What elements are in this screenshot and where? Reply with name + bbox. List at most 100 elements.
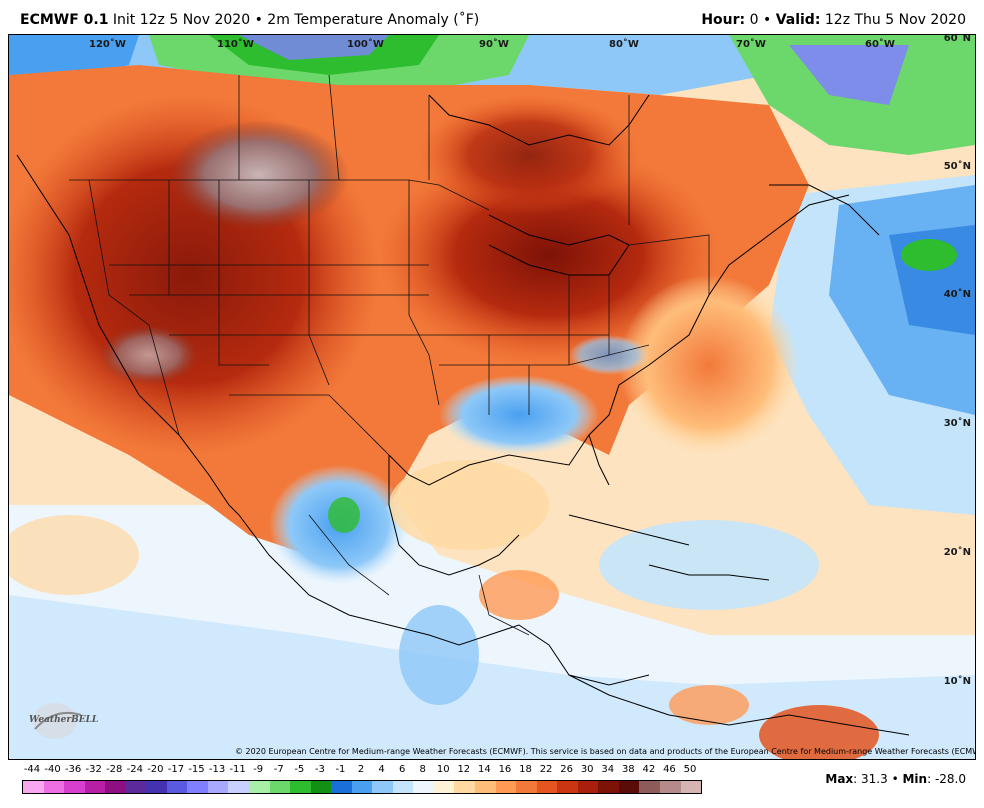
anomaly-map: 120˚W 110˚W 100˚W 90˚W 80˚W 70˚W 60˚W 60… bbox=[8, 34, 976, 760]
legend-swatch bbox=[84, 781, 106, 793]
legend-label: 46 bbox=[663, 764, 676, 775]
lon-label-90w: 90˚W bbox=[479, 39, 509, 50]
legend-swatch bbox=[331, 781, 352, 793]
legend-label: 8 bbox=[419, 764, 426, 775]
legend-swatch bbox=[495, 781, 517, 793]
legend-swatch bbox=[516, 781, 537, 793]
init-time: Init 12z 5 Nov 2020 bbox=[112, 12, 251, 28]
lat-label-50n: 50˚N bbox=[943, 161, 971, 172]
legend-label: -32 bbox=[85, 764, 102, 775]
legend-label: -5 bbox=[294, 764, 305, 775]
legend-swatch bbox=[351, 781, 373, 793]
legend-label: 10 bbox=[436, 764, 450, 775]
legend-label: -11 bbox=[229, 764, 246, 775]
legend-label: -24 bbox=[126, 764, 143, 775]
legend-label: 42 bbox=[642, 764, 656, 775]
legend-label: 6 bbox=[398, 764, 406, 775]
south-america-warm bbox=[759, 705, 879, 759]
legend-swatch bbox=[680, 781, 702, 793]
legend-label: 16 bbox=[498, 764, 512, 775]
valid-time: Hour: 0 • Valid: 12z Thu 5 Nov 2020 bbox=[701, 12, 966, 28]
lon-label-100w: 100˚W bbox=[347, 39, 384, 50]
legend-label: 26 bbox=[560, 764, 573, 775]
legend-label: 22 bbox=[539, 764, 553, 775]
min-value: -28.0 bbox=[934, 772, 966, 786]
forecast-hour: 0 bbox=[749, 12, 759, 28]
legend-label: -17 bbox=[167, 764, 185, 775]
legend-swatch bbox=[269, 781, 291, 793]
legend-swatch bbox=[618, 781, 640, 793]
legend-label: -36 bbox=[64, 764, 82, 775]
legend-label: 4 bbox=[378, 764, 385, 775]
lon-label-70w: 70˚W bbox=[736, 39, 766, 50]
legend-swatch bbox=[557, 781, 578, 793]
lon-label-60w: 60˚W bbox=[865, 39, 895, 50]
lat-label-40n: 40˚N bbox=[943, 289, 971, 300]
legend-color-bar bbox=[22, 780, 702, 794]
legend-labels: -44 -40 -36 -32 -28 -24 -20 -17 -15 -13 -11 -9 -7 -5-… bbox=[22, 764, 702, 778]
legend-label: 14 bbox=[478, 764, 491, 775]
legend-label: 34 bbox=[601, 764, 615, 775]
lat-label-10n: 10˚N bbox=[943, 676, 971, 687]
legend-label: 2 bbox=[357, 764, 365, 775]
legend-label: 30 bbox=[580, 764, 594, 775]
legend-swatch bbox=[598, 781, 619, 793]
green-anomaly-atlantic bbox=[901, 239, 957, 271]
legend-swatch bbox=[659, 781, 681, 793]
max-min-readout: Max: 31.3 • Min: -28.0 bbox=[825, 772, 966, 786]
legend-swatch bbox=[23, 781, 44, 793]
caribbean-region bbox=[599, 520, 819, 610]
legend-swatch bbox=[454, 781, 476, 793]
copyright-notice: © 2020 European Centre for Medium-range … bbox=[235, 747, 976, 756]
valid-value: 12z Thu 5 Nov 2020 bbox=[824, 12, 966, 28]
extreme-anomaly-core bbox=[169, 120, 349, 230]
legend-label: -28 bbox=[106, 764, 123, 775]
legend-swatch bbox=[228, 781, 250, 793]
header: ECMWF 0.1 Init 12z 5 Nov 2020 • 2m Tempe… bbox=[0, 0, 984, 34]
color-legend: -44 -40 -36 -32 -28 -24 -20 -17 -15 -13 -11 -9 -7 -5-… bbox=[22, 764, 702, 796]
legend-label: -40 bbox=[44, 764, 61, 775]
legend-label: -9 bbox=[253, 764, 264, 775]
legend-swatch bbox=[290, 781, 311, 793]
lat-label-30n: 30˚N bbox=[943, 418, 971, 429]
coastlines bbox=[16, 94, 910, 736]
lat-label-60n: 60˚N bbox=[943, 34, 971, 44]
logo-icon bbox=[33, 703, 82, 739]
legend-swatch bbox=[536, 781, 558, 793]
legend-swatch bbox=[105, 781, 126, 793]
legend-swatch bbox=[372, 781, 393, 793]
legend-swatch bbox=[249, 781, 270, 793]
legend-label: -7 bbox=[273, 764, 284, 775]
legend-swatch bbox=[43, 781, 65, 793]
legend-label: 38 bbox=[621, 764, 635, 775]
legend-label: 18 bbox=[519, 764, 532, 775]
legend-label: -15 bbox=[188, 764, 205, 775]
legend-label: -1 bbox=[335, 764, 346, 775]
legend-swatch bbox=[392, 781, 414, 793]
legend-swatch bbox=[310, 781, 332, 793]
legend-swatch bbox=[125, 781, 147, 793]
legend-label: -44 bbox=[23, 764, 41, 775]
legend-swatch bbox=[207, 781, 229, 793]
lat-label-20n: 20˚N bbox=[943, 547, 971, 558]
legend-swatch bbox=[187, 781, 208, 793]
legend-swatch bbox=[413, 781, 434, 793]
legend-label: -3 bbox=[314, 764, 325, 775]
weatherbell-logo: WeatherBELL bbox=[25, 701, 98, 741]
max-value: 31.3 bbox=[861, 772, 888, 786]
legend-swatch bbox=[577, 781, 599, 793]
legend-label: 50 bbox=[683, 764, 697, 775]
lon-label-110w: 110˚W bbox=[217, 39, 254, 50]
legend-label: -20 bbox=[147, 764, 164, 775]
lon-label-120w: 120˚W bbox=[89, 39, 126, 50]
legend-label: -13 bbox=[208, 764, 226, 775]
southeast-cool-region bbox=[439, 375, 599, 455]
lon-label-80w: 80˚W bbox=[609, 39, 639, 50]
legend-swatch bbox=[433, 781, 455, 793]
map-canvas bbox=[9, 35, 975, 759]
product-name: 2m Temperature Anomaly (˚F) bbox=[267, 12, 480, 28]
legend-label: 12 bbox=[457, 764, 471, 775]
legend-swatch bbox=[475, 781, 496, 793]
map-title: ECMWF 0.1 Init 12z 5 Nov 2020 • 2m Tempe… bbox=[20, 12, 480, 28]
model-name: ECMWF 0.1 bbox=[20, 12, 109, 28]
